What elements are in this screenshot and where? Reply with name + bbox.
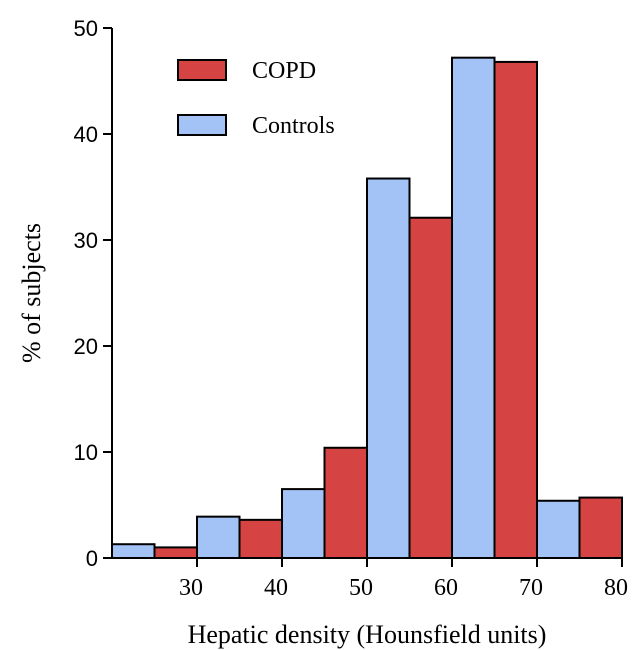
x-tick-label: 60 [434, 575, 458, 601]
x-tick-label: 50 [349, 575, 373, 601]
bar-copd-70-80 [578, 496, 623, 559]
bar-controls-20-30 [111, 543, 156, 559]
y-tick-label: 50 [74, 16, 98, 41]
bar-controls-40-50 [281, 488, 326, 560]
bar-controls-30-40 [196, 515, 241, 559]
x-tick-label: 30 [179, 575, 203, 601]
x-tick-label: 70 [519, 575, 543, 601]
y-tick-label: 10 [74, 440, 98, 465]
bar-copd-20-30 [153, 546, 198, 560]
y-tick-label: 20 [74, 334, 98, 359]
legend-label-controls: Controls [252, 113, 335, 139]
y-tick-label: 0 [86, 546, 98, 571]
x-tick-label: 40 [264, 575, 288, 601]
legend-swatch-controls [177, 114, 227, 136]
bar-copd-50-60 [408, 216, 453, 560]
y-tick-label: 40 [74, 122, 98, 147]
bar-controls-50-60 [366, 177, 411, 560]
y-ticks-group: 0 10 20 30 40 50 [74, 16, 112, 571]
legend: COPD Controls [177, 58, 335, 139]
x-tick-label: 80 [604, 575, 628, 601]
y-tick-label: 30 [74, 228, 98, 253]
bar-copd-60-70 [493, 60, 538, 559]
bar-copd-40-50 [323, 446, 368, 560]
bar-copd-30-40 [238, 518, 283, 560]
legend-swatch-copd [177, 59, 227, 81]
legend-label-copd: COPD [252, 58, 316, 84]
bar-controls-70-80 [536, 499, 581, 560]
y-axis-title: % of subjects [17, 223, 46, 363]
x-ticks-group: 30 40 50 60 70 80 [179, 558, 628, 601]
bar-controls-60-70 [451, 56, 496, 560]
x-axis-title: Hepatic density (Hounsfield units) [188, 620, 547, 649]
bars-group [111, 56, 623, 560]
